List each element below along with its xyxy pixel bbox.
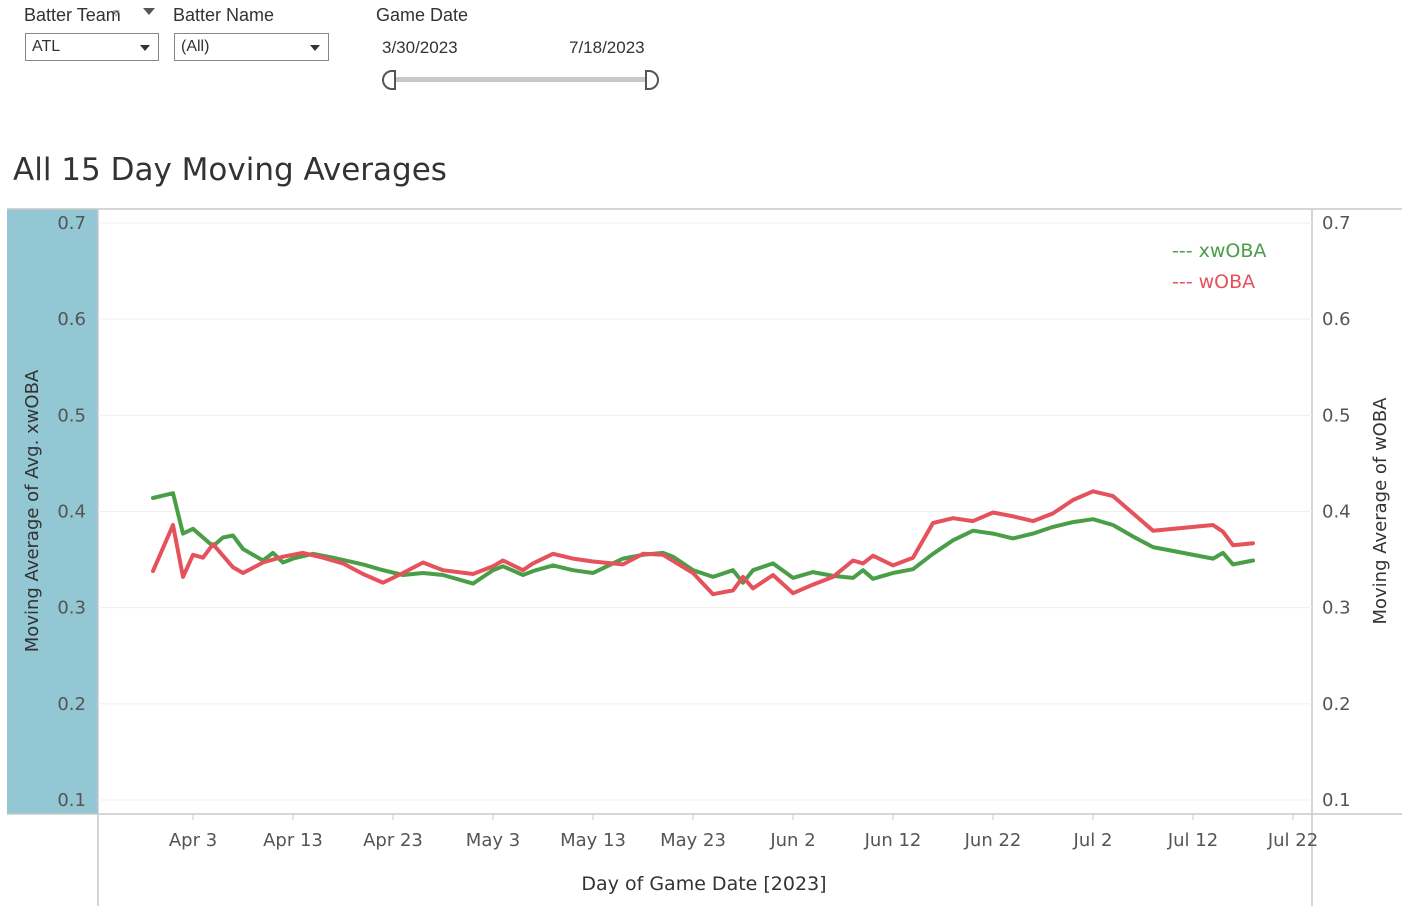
- game-date-label: Game Date: [376, 5, 469, 25]
- x-tick-label: Jul 2: [1073, 830, 1113, 851]
- batter-team-dropdown[interactable]: ATL: [25, 33, 159, 61]
- left-axis-band: [7, 209, 98, 814]
- x-tick-label: May 3: [466, 830, 520, 851]
- batter-name-label: Batter Name: [173, 5, 275, 25]
- caret-down-icon[interactable]: [143, 8, 155, 15]
- y-tick-label-left: 0.5: [57, 405, 86, 426]
- y-tick-label-left: 0.3: [57, 598, 86, 619]
- chevron-down-icon: [310, 45, 320, 51]
- series-line-xwoba: [151, 491, 1255, 586]
- y-tick-label-right: 0.5: [1322, 405, 1351, 426]
- y-tick-label-right: 0.1: [1322, 790, 1351, 811]
- y-tick-label-right: 0.3: [1322, 598, 1351, 619]
- legend-item-xwoba: --- xwOBA: [1172, 240, 1266, 262]
- x-tick-label: Jul 12: [1167, 830, 1218, 851]
- funnel-icon[interactable]: ▿: [113, 5, 120, 20]
- x-tick-label: Jun 12: [864, 830, 922, 851]
- chevron-down-icon: [140, 45, 150, 51]
- x-tick-label: May 23: [660, 830, 726, 851]
- y-tick-label-left: 0.4: [57, 502, 86, 523]
- y-tick-label-left: 0.1: [57, 790, 86, 811]
- x-tick-label: May 13: [560, 830, 626, 851]
- date-slider-start-handle[interactable]: [382, 70, 396, 90]
- x-tick-label: Jun 22: [964, 830, 1022, 851]
- date-end[interactable]: 7/18/2023: [569, 38, 645, 57]
- y-tick-label-left: 0.6: [57, 309, 86, 330]
- date-slider-track[interactable]: [390, 77, 652, 82]
- x-tick-label: Apr 13: [263, 830, 323, 851]
- y-axis-title-right: Moving Average of wOBA: [1370, 397, 1391, 625]
- legend-item-woba: --- wOBA: [1172, 271, 1255, 293]
- x-tick-label: Jul 22: [1267, 830, 1318, 851]
- batter-team-label: Batter Team: [24, 5, 121, 25]
- series-line-woba: [151, 489, 1255, 597]
- date-slider-end-handle[interactable]: [645, 70, 659, 90]
- batter-name-dropdown[interactable]: (All): [174, 33, 329, 61]
- x-tick-label: Apr 3: [169, 830, 217, 851]
- y-tick-label-right: 0.2: [1322, 694, 1351, 715]
- x-tick-label: Jun 2: [769, 830, 815, 851]
- y-tick-label-right: 0.7: [1322, 213, 1351, 234]
- date-start[interactable]: 3/30/2023: [382, 38, 458, 57]
- chart-title: All 15 Day Moving Averages: [13, 152, 447, 188]
- batter-team-value: ATL: [32, 38, 61, 55]
- y-tick-label-left: 0.7: [57, 213, 86, 234]
- x-axis-title: Day of Game Date [2023]: [581, 873, 826, 895]
- y-tick-label-right: 0.6: [1322, 309, 1351, 330]
- y-tick-label-left: 0.2: [57, 694, 86, 715]
- y-tick-label-right: 0.4: [1322, 502, 1351, 523]
- y-axis-title-left: Moving Average of Avg. xwOBA: [22, 369, 43, 652]
- batter-name-value: (All): [181, 38, 210, 55]
- x-tick-label: Apr 23: [363, 830, 423, 851]
